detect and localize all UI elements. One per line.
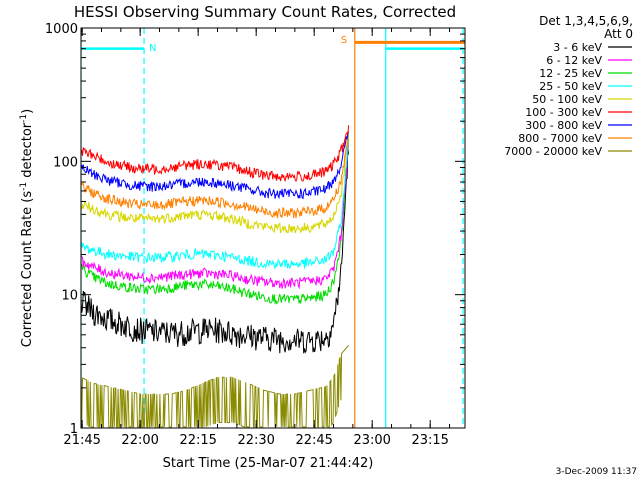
y-tick-label: 100 <box>53 155 78 170</box>
y-axis-ticks: 1 10 100 1000 <box>45 22 465 437</box>
x-tick-label: 23:15 <box>411 433 448 448</box>
series-line-300-800kev <box>81 131 350 200</box>
legend-entry-label: 50 - 100 keV <box>532 93 602 106</box>
x-tick-label: 22:30 <box>237 433 274 448</box>
series-line-50-100kev <box>81 136 350 234</box>
legend-entry-label: 12 - 25 keV <box>539 67 602 80</box>
footer-date: 3-Dec-2009 11:37 <box>556 467 637 477</box>
legend-entry-label: 800 - 7000 keV <box>518 132 602 145</box>
x-axis-label: Start Time (25-Mar-07 21:44:42) <box>163 456 374 471</box>
legend-entry-label: 300 - 800 keV <box>525 119 602 132</box>
legend-entry-label: 100 - 300 keV <box>525 106 602 119</box>
legend-entry-label: 7000 - 20000 keV <box>504 145 602 158</box>
series-line-6-12kev <box>81 134 350 290</box>
series-line-3-6kev <box>81 146 350 354</box>
x-tick-label: 22:00 <box>121 433 158 448</box>
legend-entry-label: 25 - 50 keV <box>539 80 602 93</box>
plot-frame <box>80 27 466 429</box>
x-tick-label: 22:15 <box>179 433 216 448</box>
legend-title-line-2: Att 0 <box>604 27 633 41</box>
x-tick-label: 23:00 <box>353 433 390 448</box>
legend-entry-label: 3 - 6 keV <box>553 41 602 54</box>
annotation-label-n: N <box>149 43 156 54</box>
series-line-800-7000kev <box>81 130 350 219</box>
legend-entry-label: 6 - 12 keV <box>546 54 602 67</box>
series-line-25-50kev <box>81 133 350 270</box>
series-line-12-25kev <box>81 138 350 305</box>
series-line-100-300kev <box>81 125 350 182</box>
x-axis-ticks: 21:45 22:00 22:15 22:30 22:45 23:00 23:15 <box>63 28 451 448</box>
series-line-7000-20000kev <box>81 344 349 428</box>
legend-title-line-1: Det 1,3,4,5,6,9, <box>539 14 633 28</box>
x-tick-label: 22:45 <box>295 433 332 448</box>
annotation-label-s: S <box>341 35 347 46</box>
x-tick-label: 21:45 <box>63 433 100 448</box>
y-tick-label: 10 <box>61 289 78 304</box>
y-axis-label: Corrected Count Rate (s-1 detector-1) <box>19 109 35 347</box>
y-tick-label: 1 <box>70 422 78 437</box>
y-tick-label: 1000 <box>45 22 78 37</box>
chart-title: HESSI Observing Summary Count Rates, Cor… <box>74 3 456 21</box>
